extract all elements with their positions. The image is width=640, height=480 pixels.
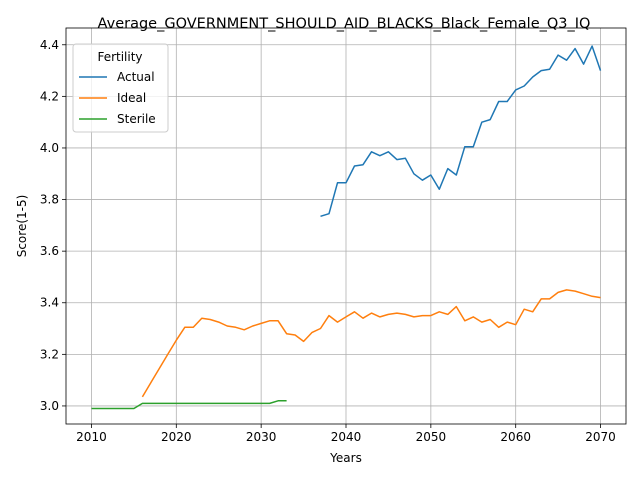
legend-title: Fertility xyxy=(97,50,142,64)
x-tick-label: 2010 xyxy=(76,430,107,444)
legend-entry-actual: Actual xyxy=(117,70,155,84)
x-tick-label: 2040 xyxy=(331,430,362,444)
x-tick-label: 2050 xyxy=(416,430,447,444)
y-tick-label: 4.0 xyxy=(40,141,59,155)
legend-entry-sterile: Sterile xyxy=(117,112,156,126)
x-tick-label: 2020 xyxy=(161,430,192,444)
y-tick-label: 3.4 xyxy=(40,296,59,310)
y-tick-label: 3.8 xyxy=(40,193,59,207)
legend-entry-ideal: Ideal xyxy=(117,91,146,105)
series-lines xyxy=(91,45,602,410)
series-line-actual xyxy=(320,45,602,218)
x-tick-label: 2030 xyxy=(246,430,277,444)
legend: Fertility Actual Ideal Sterile xyxy=(72,43,169,133)
chart-title: Average_GOVERNMENT_SHOULD_AID_BLACKS_Bla… xyxy=(98,16,591,32)
grid xyxy=(66,28,626,424)
x-axis-label: Years xyxy=(329,451,362,465)
x-axis-ticks: 2010 2020 2030 2040 2050 2060 2070 xyxy=(76,424,616,444)
y-axis-ticks: 3.0 3.2 3.4 3.6 3.8 4.0 4.2 4.4 xyxy=(40,38,66,413)
y-tick-label: 3.0 xyxy=(40,399,59,413)
series-line-ideal xyxy=(141,289,601,398)
y-tick-label: 4.2 xyxy=(40,89,59,103)
y-tick-label: 3.6 xyxy=(40,244,59,258)
y-tick-label: 3.2 xyxy=(40,347,59,361)
x-tick-label: 2060 xyxy=(500,430,531,444)
series-line-sterile xyxy=(91,400,287,410)
legend-box xyxy=(72,43,169,133)
y-tick-label: 4.4 xyxy=(40,38,59,52)
y-axis-label: Score(1-5) xyxy=(15,195,29,258)
x-tick-label: 2070 xyxy=(585,430,616,444)
